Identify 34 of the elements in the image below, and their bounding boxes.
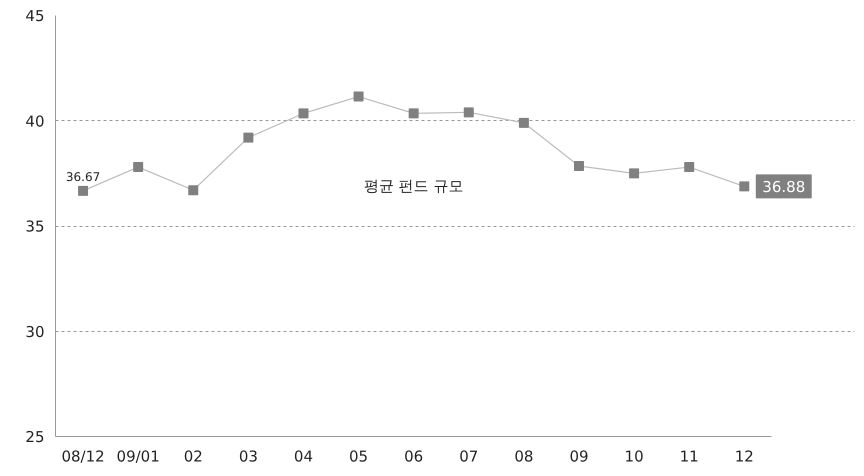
x-tick-label: 05 [349,448,368,466]
point [298,108,308,118]
x-tick-label: 02 [184,448,203,466]
x-tick-label: 03 [238,448,258,466]
x-tick-label: 07 [459,448,478,466]
text: 평균 펀드 규모 [364,177,464,196]
y-tick-label: 35 [25,218,45,236]
point [574,161,584,172]
point [188,185,198,196]
y-tick-label: 40 [25,112,45,130]
x-tick-label: 10 [624,448,644,466]
x-tick-label: 11 [680,448,699,466]
x-tick-label: 12 [734,448,754,466]
x-tick-label: 09 [569,448,589,466]
point [629,168,640,178]
x-tick-label: 08 [514,448,534,466]
point [354,92,364,102]
point [78,186,88,196]
y-tick-label: 30 [25,322,45,341]
point [684,162,694,172]
data-label: 36.88 [762,178,806,196]
y-tick-label: 45 [25,7,45,25]
point [243,132,254,143]
x-tick-label: 08/12 [61,448,105,466]
x-tick-label: 09/01 [116,448,160,466]
point [464,107,474,118]
y-tick-label: 25 [25,428,45,446]
x-tick-label: 04 [294,448,314,466]
point [739,181,750,192]
point [408,108,419,118]
data-label: 36.67 [66,170,100,184]
point [518,118,529,128]
x-tick-label: 06 [404,448,424,466]
point [133,162,144,172]
